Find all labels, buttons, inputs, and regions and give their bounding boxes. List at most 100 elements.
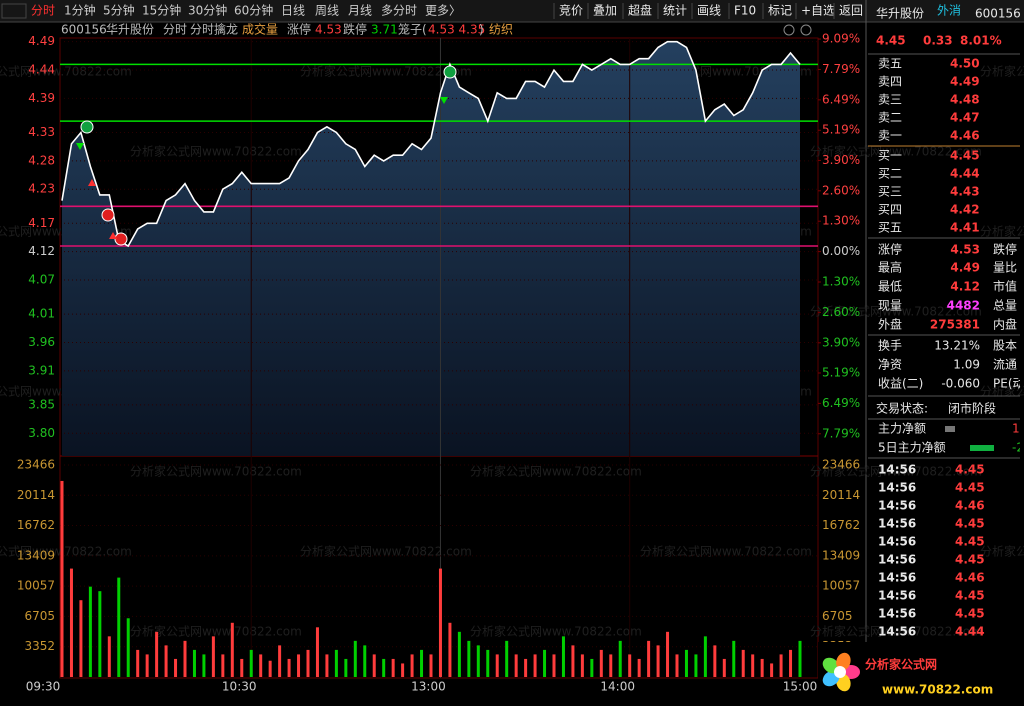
logo-petal	[836, 673, 851, 692]
volume-bar	[192, 649, 196, 677]
bid-label: 买二	[878, 167, 902, 181]
y-tick-label: 4.49	[28, 34, 55, 48]
volume-bar	[543, 649, 547, 677]
watermark: 分析家公式网www.70822.com	[810, 464, 982, 479]
stat-value: 4.12	[950, 280, 980, 294]
volume-tick-label: 16762	[822, 518, 860, 532]
toolbar-button[interactable]: +自选	[801, 4, 835, 18]
toolbar-button[interactable]: 超盘	[628, 3, 652, 18]
signal-arrow	[76, 143, 84, 150]
volume-bar	[230, 622, 234, 677]
y2-tick-label: 0.00%	[822, 244, 860, 258]
y-tick-label: 3.91	[28, 363, 55, 377]
trade-price: 4.45	[955, 463, 985, 477]
volume-bar	[760, 658, 764, 677]
trade-time: 14:56	[878, 625, 916, 639]
trade-time: 14:56	[878, 553, 916, 567]
status-label: 交易状态:	[876, 401, 928, 416]
stat-label: 总量	[993, 299, 1017, 313]
toolbar-button[interactable]: 竞价	[559, 4, 583, 18]
volume-bar	[694, 654, 698, 677]
tab[interactable]: 1分钟	[64, 3, 96, 18]
watermark: 分析家公式网www.70822.com	[0, 544, 132, 559]
volume-bar	[183, 640, 187, 677]
toolbar-button[interactable]: F10	[734, 4, 756, 18]
volume-bar	[98, 591, 102, 677]
indicator-tab[interactable]: 分时擒龙	[190, 22, 238, 37]
trade-time: 14:56	[878, 589, 916, 603]
volume-bar	[297, 654, 301, 677]
volume-bar	[315, 627, 319, 677]
logo-center	[834, 666, 846, 678]
trade-price: 4.45	[955, 553, 985, 567]
flow-bar	[945, 426, 955, 432]
volume-tick-label: 16762	[17, 518, 55, 532]
tab[interactable]: 更多〉	[425, 4, 461, 18]
tab[interactable]: 5分钟	[103, 3, 135, 18]
trade-price: 4.45	[955, 481, 985, 495]
watermark: 分析家公式网www.70822.com	[640, 544, 812, 559]
volume-bar	[457, 631, 461, 677]
volume-bar	[438, 568, 442, 677]
stat-label: 换手	[878, 339, 902, 353]
volume-bar	[325, 654, 329, 677]
value: 4.53	[315, 23, 342, 37]
toolbar-button[interactable]: 叠加	[593, 4, 617, 18]
toolbar-button[interactable]: 统计	[663, 4, 687, 18]
volume-bar	[306, 649, 310, 677]
stat-label: 市值	[993, 279, 1017, 294]
stat-label: 量比	[993, 261, 1017, 275]
ask-label: 卖四	[878, 75, 902, 89]
icon[interactable]	[800, 24, 812, 36]
bid-label: 买五	[878, 221, 902, 235]
label: 跌停	[343, 22, 367, 37]
volume-bar	[259, 654, 263, 677]
volume-bar	[467, 640, 471, 677]
trade-time: 14:56	[878, 607, 916, 621]
logo-petal	[836, 652, 851, 671]
watermark: 分析家公式网www.70822.com	[810, 624, 982, 639]
tab[interactable]: 60分钟	[234, 3, 273, 18]
stat-label: 最高	[878, 260, 902, 275]
toolbar-button[interactable]: 标记	[768, 4, 792, 18]
watermark: 分析家公式网www.70822.com	[130, 624, 302, 639]
volume-bar	[514, 654, 518, 677]
quote-code: 600156	[975, 7, 1021, 21]
volume-tick-label: 23466	[822, 457, 860, 471]
ask-label: 卖五	[878, 57, 902, 71]
tab[interactable]: 月线	[348, 4, 372, 18]
indicator-tab[interactable]: 分时	[163, 23, 187, 37]
stat-label: 最低	[878, 280, 902, 294]
toolbar-button[interactable]: 画线	[697, 4, 721, 18]
trade-time: 14:56	[878, 535, 916, 549]
volume-tick-label: 6705	[822, 609, 853, 623]
stat-value: 4.53	[950, 243, 980, 257]
ask-price: 4.49	[950, 75, 980, 89]
volume-bar	[221, 654, 225, 677]
flow-value: -2	[1012, 441, 1024, 455]
y2-tick-label: 3.90%	[822, 335, 860, 349]
label: )	[479, 23, 484, 37]
trade-price: 4.45	[955, 607, 985, 621]
x-tick-label: 10:30	[222, 680, 257, 694]
tab[interactable]: 周线	[315, 4, 339, 18]
tab[interactable]: 多分时	[381, 4, 417, 18]
volume-bar	[145, 654, 149, 677]
stat-label: 流通	[993, 358, 1017, 372]
toolbar-button[interactable]: 返回	[839, 4, 863, 18]
stat-label: 外盘	[878, 317, 902, 332]
bid-label: 买一	[878, 149, 902, 163]
tab[interactable]: 分时	[31, 4, 55, 18]
volume-bar	[722, 658, 726, 677]
watermark: 分析家公式网www.70822.com	[470, 624, 642, 639]
tab[interactable]: 30分钟	[188, 3, 227, 18]
icon[interactable]	[783, 24, 795, 36]
tab[interactable]: 15分钟	[142, 3, 181, 18]
volume-bar	[126, 618, 130, 677]
tab[interactable]: 日线	[281, 4, 305, 18]
volume-bar	[363, 645, 367, 677]
indicator-tab[interactable]: 成交量	[242, 22, 278, 37]
volume-tick-label: 20114	[822, 488, 860, 502]
y-tick-label: 4.33	[28, 125, 55, 139]
flow-label: 主力净额	[878, 422, 926, 436]
